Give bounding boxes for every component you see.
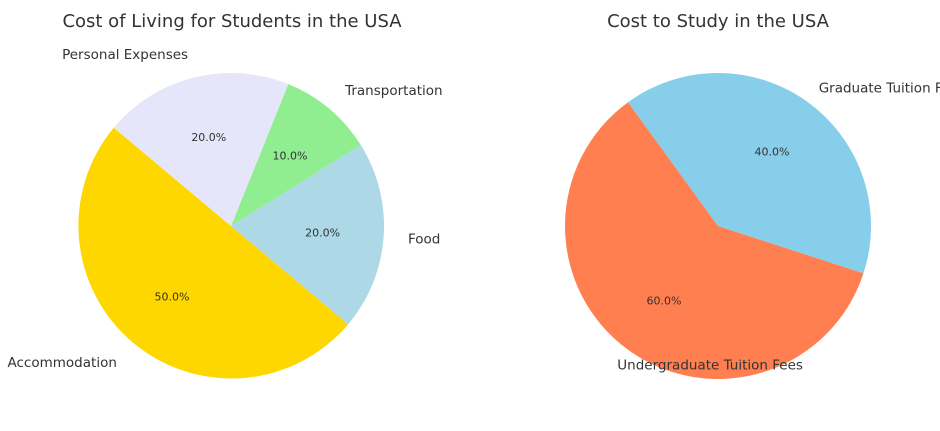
- pie-category-label: Transportation: [344, 83, 442, 99]
- chart-title-study: Cost to Study in the USA: [607, 11, 830, 32]
- pie-slice-personal-expenses: [113, 73, 289, 226]
- pie-value-label: 40.0%: [755, 146, 790, 159]
- pie-slice-transportation: [231, 84, 361, 226]
- pie-slice-undergraduate-tuition-fees: [564, 102, 864, 380]
- pie-slice-food: [231, 144, 384, 325]
- pie-value-label: 20.0%: [191, 131, 226, 144]
- pie-category-label: Accommodation: [8, 355, 117, 371]
- pie-category-label: Undergraduate Tuition Fees: [617, 358, 803, 374]
- pie-chart-study: 60.0% 40.0% Undergraduate Tuition Fees Grad…: [564, 73, 940, 380]
- pie-chart-living: 50.0% 20.0% 10.0% 20.0% Accommodation Food Tra…: [8, 47, 443, 379]
- pie-value-label: 20.0%: [305, 226, 340, 239]
- pie-value-label: 10.0%: [273, 150, 308, 163]
- pie-value-label: 50.0%: [155, 290, 190, 303]
- pie-category-label: Graduate Tuition Fees: [819, 80, 940, 96]
- pie-value-label: 60.0%: [647, 294, 682, 307]
- pie-slice-accommodation: [78, 127, 349, 379]
- pie-category-label: Food: [408, 231, 440, 247]
- chart-title-living: Cost of Living for Students in the USA: [62, 11, 402, 32]
- pie-category-label: Personal Expenses: [62, 47, 188, 63]
- pie-slice-graduate-tuition-fees: [628, 73, 871, 274]
